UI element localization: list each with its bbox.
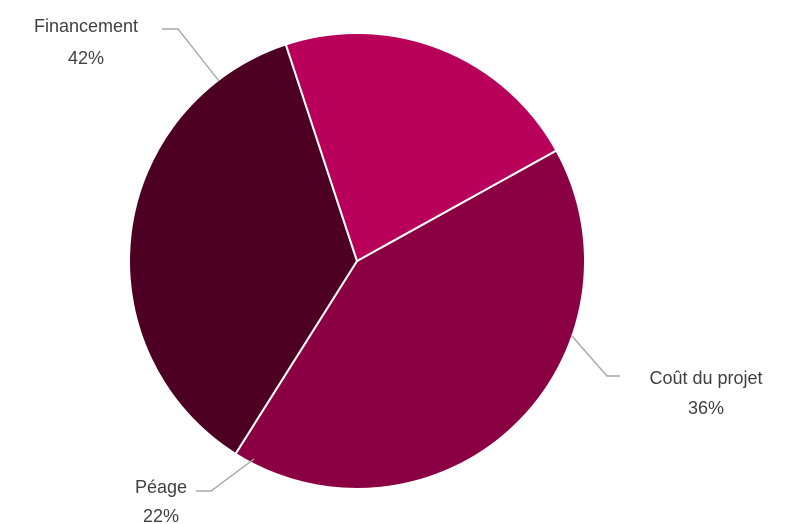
- pie-slice-peage: [284, 32, 558, 263]
- data-label-financement-name: Financement: [34, 16, 138, 36]
- leader-line-cout-du-projet: [571, 335, 620, 377]
- data-label-peage-name: Péage: [135, 477, 187, 497]
- data-label-cout-du-projet-name: Coût du projet: [649, 368, 762, 388]
- leader-line-peage: [196, 458, 255, 492]
- leader-line-financement: [162, 28, 220, 82]
- pie-slices: [128, 32, 586, 490]
- data-label-financement-value: 42%: [68, 48, 104, 68]
- data-label-cout-du-projet-value: 36%: [688, 398, 724, 418]
- pie-slice-cout-du-projet: [128, 43, 359, 456]
- data-label-peage-value: 22%: [143, 506, 179, 524]
- pie-slice-financement: [234, 149, 586, 490]
